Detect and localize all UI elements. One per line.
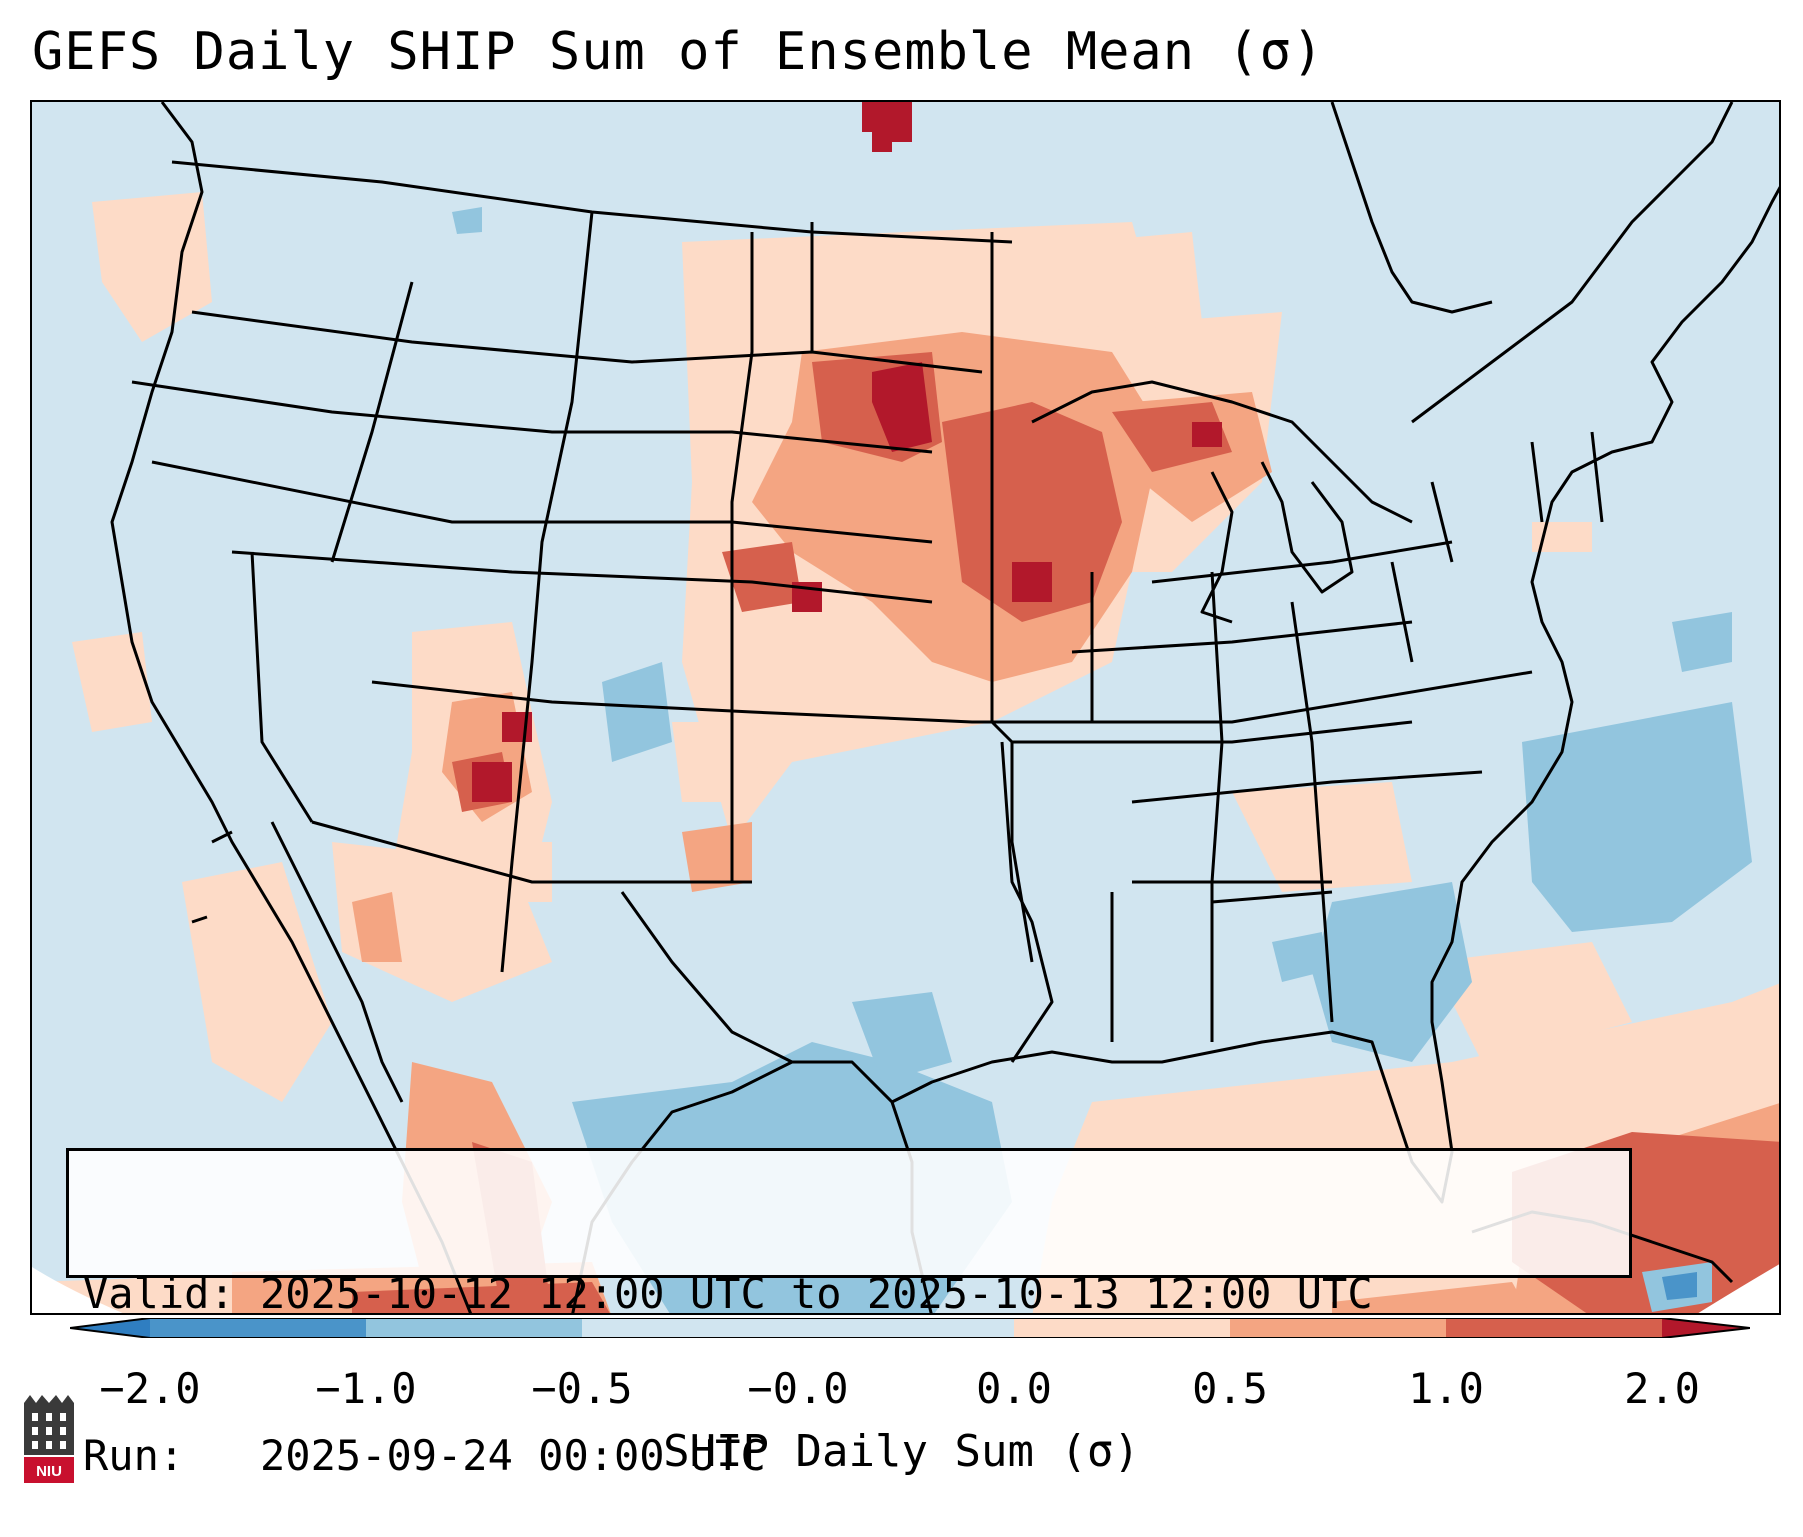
colorbar-tick-label: −1.0 [315, 1364, 417, 1413]
projection-edge-right [1698, 1264, 1779, 1313]
projection-edge-left [32, 1267, 123, 1313]
anomaly-extreme-positive [472, 102, 1222, 802]
university-logo-icon: NIU [24, 1395, 74, 1483]
colorbar-extend-high [1662, 1318, 1750, 1338]
valid-label: Valid: [83, 1269, 235, 1318]
colorbar-tick-label: −0.0 [747, 1364, 849, 1413]
colorbar-bin [150, 1318, 366, 1338]
map-panel [30, 100, 1781, 1315]
state-borders [131, 160, 1604, 1064]
ship-map [32, 102, 1779, 1313]
validity-info-box: Valid: 2025-10-12 12:00 UTC to 2025-10-1… [66, 1148, 1632, 1480]
run-row: Run: 2025-09-24 00:00 UTC [83, 1429, 1615, 1483]
map-title: GEFS Daily SHIP Sum of Ensemble Mean (σ) [32, 22, 1325, 82]
colorbar-bin [798, 1318, 1014, 1338]
colorbar-tick-label: −2.0 [99, 1364, 201, 1413]
colorbar-bin [1014, 1318, 1230, 1338]
valid-row: Valid: 2025-10-12 12:00 UTC to 2025-10-1… [83, 1267, 1615, 1321]
colorbar-label: SHIP Daily Sum (σ) [663, 1426, 1140, 1477]
run-value: 2025-09-24 00:00 UTC [260, 1431, 766, 1480]
valid-value: 2025-10-12 12:00 UTC to 2025-10-13 12:00… [260, 1269, 1373, 1318]
anomaly-strong-negative [1662, 1272, 1697, 1300]
colorbar-tick-label: 0.0 [976, 1364, 1052, 1413]
colorbar-tick-label: 2.0 [1624, 1364, 1700, 1413]
colorbar-bin [1446, 1318, 1662, 1338]
run-label: Run: [83, 1431, 185, 1480]
colorbar-extend-low [70, 1318, 150, 1338]
colorbar-bin [1230, 1318, 1446, 1338]
colorbar-tick-label: −0.5 [531, 1364, 633, 1413]
colorbar-tick-label: 0.5 [1192, 1364, 1268, 1413]
colorbar-tick-label: 1.0 [1408, 1364, 1484, 1413]
colorbar-bin [582, 1318, 798, 1338]
colorbar [70, 1318, 1750, 1338]
logo-text: NIU [36, 1463, 62, 1480]
colorbar-bin [366, 1318, 582, 1338]
